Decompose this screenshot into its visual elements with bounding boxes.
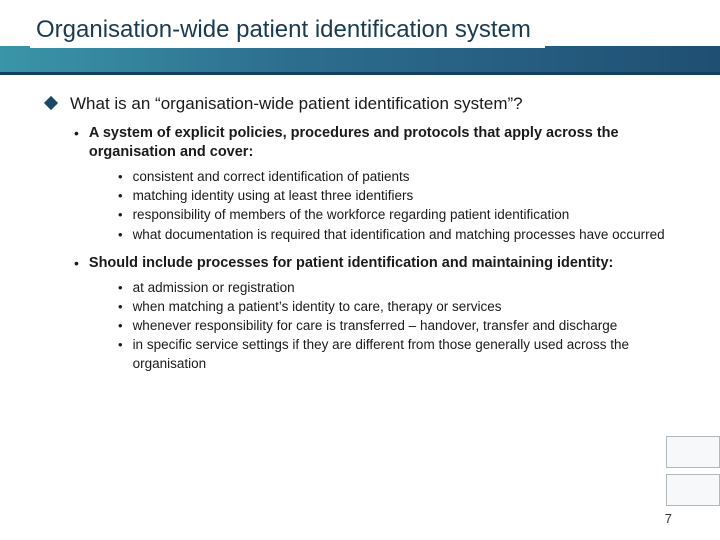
level3-text: consistent and correct identification of… [133, 168, 410, 186]
level2-heading: A system of explicit policies, procedure… [89, 124, 688, 162]
title-band: Organisation-wide patient identification… [0, 0, 720, 72]
side-boxes [666, 436, 720, 512]
level3-item: • at admission or registration [118, 279, 688, 297]
dot-bullet-icon: • [118, 280, 123, 295]
level3-text: matching identity using at least three i… [133, 187, 414, 205]
diamond-bullet-icon [44, 96, 58, 110]
dot-bullet-icon: • [118, 169, 123, 184]
decorative-box [666, 474, 720, 506]
level3-text: when matching a patient’s identity to ca… [133, 298, 502, 316]
slide-title: Organisation-wide patient identification… [30, 10, 545, 48]
dot-bullet-icon: • [118, 299, 123, 314]
level2-heading: Should include processes for patient ide… [89, 254, 613, 273]
decorative-box [666, 436, 720, 468]
level3-item: • whenever responsibility for care is tr… [118, 317, 688, 335]
dot-bullet-icon: • [118, 337, 123, 352]
level3-text: responsibility of members of the workfor… [133, 206, 570, 224]
content-area: What is an “organisation-wide patient id… [0, 75, 720, 373]
level3-text: whenever responsibility for care is tran… [133, 317, 618, 335]
level1-item: What is an “organisation-wide patient id… [46, 93, 688, 114]
page-number: 7 [665, 511, 672, 526]
level3-item: • when matching a patient’s identity to … [118, 298, 688, 316]
level3-item: • matching identity using at least three… [118, 187, 688, 205]
level3-item: • responsibility of members of the workf… [118, 206, 688, 224]
level2-item: • A system of explicit policies, procedu… [74, 124, 688, 162]
level3-text: at admission or registration [133, 279, 295, 297]
level3-text: what documentation is required that iden… [133, 226, 665, 244]
level3-list: • at admission or registration • when ma… [118, 279, 688, 373]
dot-bullet-icon: • [74, 255, 79, 271]
dot-bullet-icon: • [118, 318, 123, 333]
level1-text: What is an “organisation-wide patient id… [70, 93, 523, 114]
level3-item: • in specific service settings if they a… [118, 336, 688, 372]
level3-list: • consistent and correct identification … [118, 168, 688, 244]
level3-item: • consistent and correct identification … [118, 168, 688, 186]
level2-item: • Should include processes for patient i… [74, 254, 688, 273]
level3-item: • what documentation is required that id… [118, 226, 688, 244]
dot-bullet-icon: • [74, 125, 79, 141]
dot-bullet-icon: • [118, 207, 123, 222]
dot-bullet-icon: • [118, 188, 123, 203]
level3-text: in specific service settings if they are… [133, 336, 688, 372]
dot-bullet-icon: • [118, 227, 123, 242]
